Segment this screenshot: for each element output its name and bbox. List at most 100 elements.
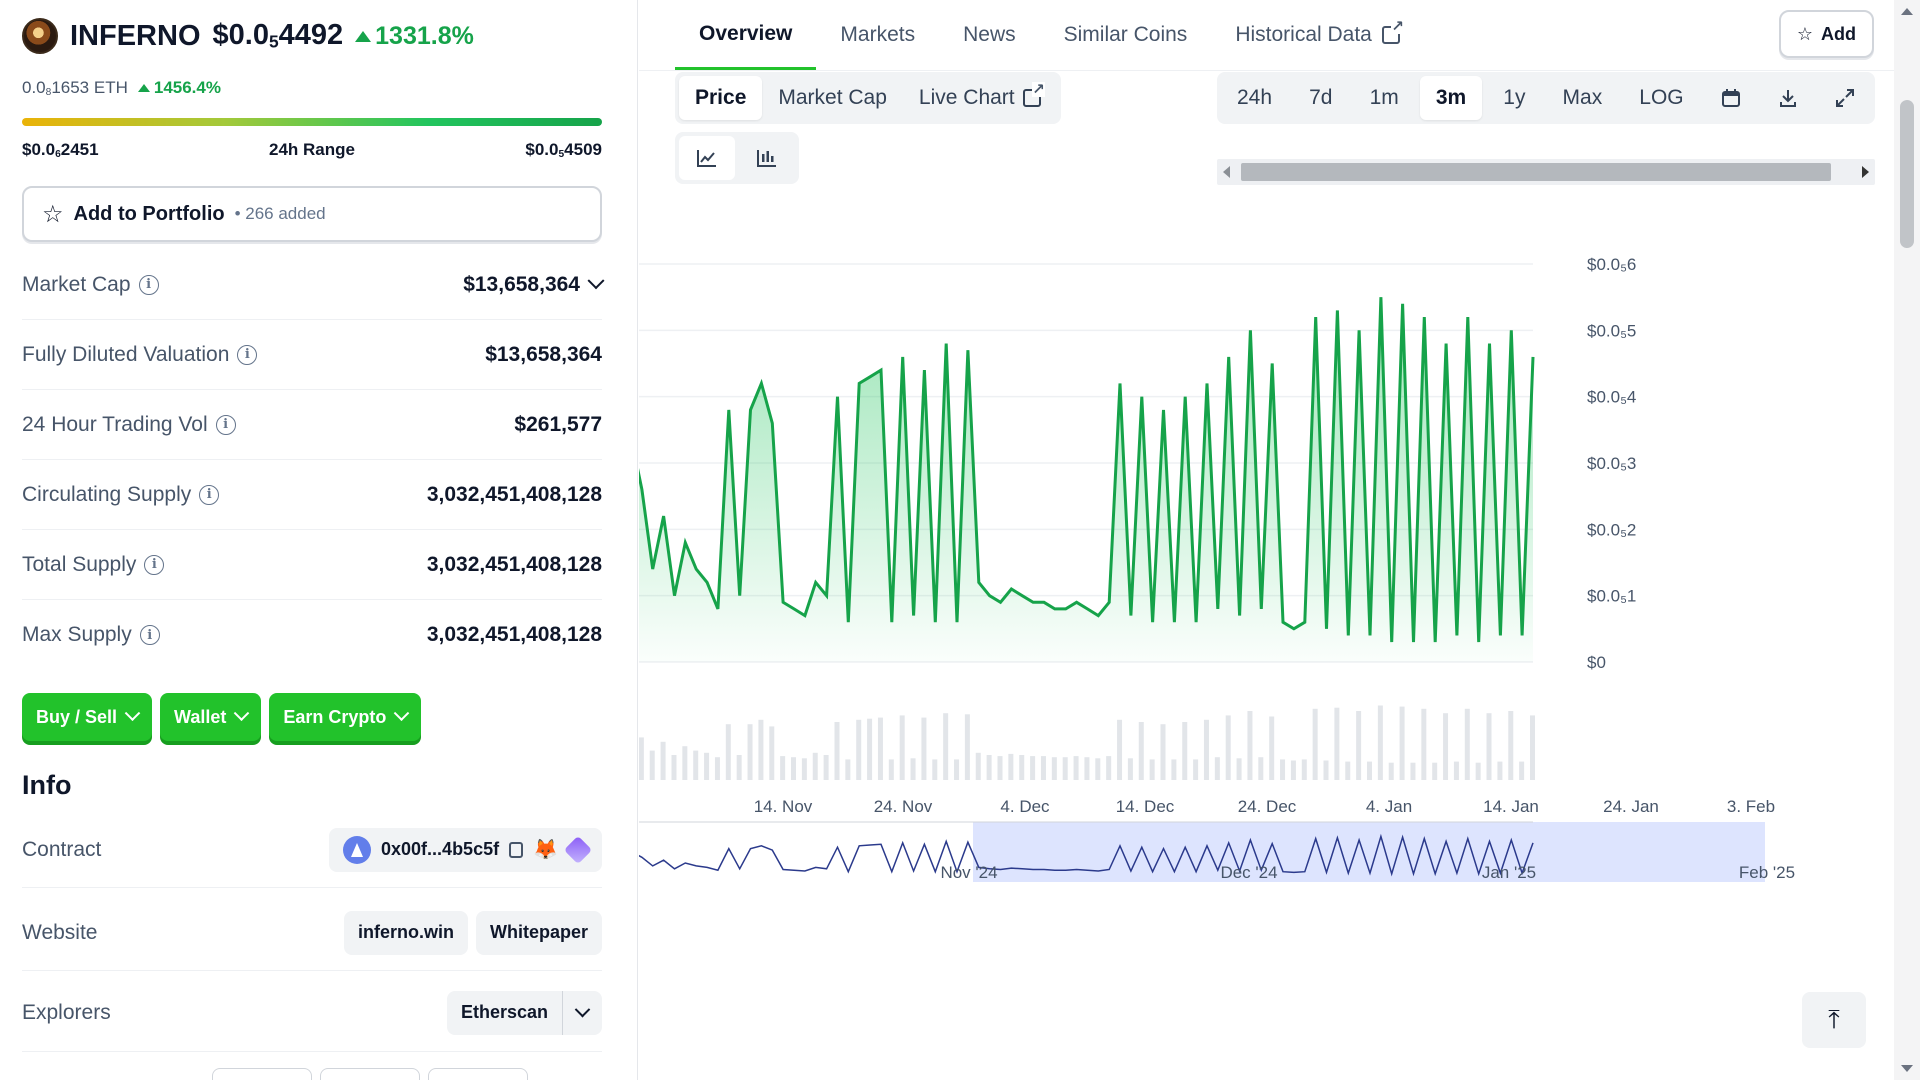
external-link-icon xyxy=(1381,19,1404,44)
volume-bar xyxy=(1149,759,1155,780)
navigator-selection[interactable] xyxy=(973,822,1765,882)
scroll-to-top-button[interactable]: ⤒ xyxy=(1802,992,1866,1048)
volume-bar xyxy=(1399,706,1405,780)
chevron-down-icon xyxy=(574,1001,591,1018)
volume-bar xyxy=(1443,713,1449,780)
volume-bar xyxy=(693,750,699,780)
volume-bar xyxy=(1225,715,1231,780)
volume-bar xyxy=(1008,753,1014,780)
volume-bar xyxy=(856,719,862,780)
explorer-dropdown-button[interactable] xyxy=(563,991,602,1035)
copy-icon[interactable] xyxy=(509,841,524,858)
add-watchlist-button[interactable]: ☆ Add xyxy=(1778,10,1874,58)
website-link[interactable]: inferno.win xyxy=(343,910,468,955)
gem-icon[interactable] xyxy=(563,835,593,864)
info-icon[interactable]: i xyxy=(237,344,258,365)
chart-scrollbar[interactable] xyxy=(1217,159,1875,185)
add-to-portfolio-button[interactable]: ☆ Add to Portfolio • 266 added xyxy=(22,186,602,242)
range-max[interactable]: Max xyxy=(1562,86,1603,109)
range-7d[interactable]: 7d xyxy=(1309,86,1333,109)
volume-bar xyxy=(1497,761,1503,780)
stat-row-market-cap: Market Cap i $13,658,364 xyxy=(22,250,605,320)
calendar-button[interactable] xyxy=(1705,76,1757,120)
volume-bar xyxy=(1453,761,1459,780)
volume-bar xyxy=(888,759,894,780)
scroll-right-icon[interactable] xyxy=(1862,166,1869,178)
scroll-left-icon[interactable] xyxy=(1223,166,1230,178)
chevron-down-icon xyxy=(124,704,141,721)
volume-bar xyxy=(1247,711,1253,780)
scroll-up-icon[interactable] xyxy=(1901,8,1913,15)
info-icon[interactable]: i xyxy=(139,625,160,645)
whitepaper-link[interactable]: Whitepaper xyxy=(475,910,602,955)
line-chart-button[interactable] xyxy=(679,136,735,180)
tab-similar-coins[interactable]: Similar Coins xyxy=(1063,23,1188,46)
eth-price: 0.081653 ETH xyxy=(22,78,128,99)
y-tick-label: $0.0₅1 xyxy=(1587,587,1636,606)
earn-crypto-button[interactable]: Earn Crypto xyxy=(269,693,422,741)
up-triangle-icon xyxy=(355,30,372,42)
info-icon[interactable]: i xyxy=(138,274,159,295)
range-label: 24h Range xyxy=(269,140,355,159)
download-button[interactable] xyxy=(1762,76,1814,120)
info-icon[interactable]: i xyxy=(144,554,165,575)
page-scroll-thumb[interactable] xyxy=(1900,100,1914,248)
volume-bar xyxy=(1214,757,1220,780)
y-tick-label: $0.0₅2 xyxy=(1587,520,1636,539)
buy-sell-button[interactable]: Buy / Sell xyxy=(22,693,153,741)
stat-value[interactable]: $13,658,364 xyxy=(463,271,605,297)
price-area xyxy=(639,297,1533,662)
stats-list: Market Cap i $13,658,364 Fully Diluted Va… xyxy=(22,250,605,670)
volume-bar xyxy=(1160,724,1166,780)
tab-price[interactable]: Price xyxy=(679,76,763,120)
website-row: Website inferno.win Whitepaper xyxy=(22,895,602,971)
metamask-icon[interactable]: 🦊 xyxy=(533,839,558,861)
y-axis-labels: $0.0₅6 $0.0₅5 $0.0₅4 $0.0₅3 $0.0₅2 $0.0₅1 $0 xyxy=(1587,255,1636,672)
coin-header: INFERNO $0.054492 1331.8% xyxy=(22,16,474,56)
volume-bar xyxy=(1258,757,1264,780)
main-tabs: Overview Markets News Similar Coins Hist… xyxy=(675,0,1424,70)
tab-market-cap[interactable]: Market Cap xyxy=(778,86,887,109)
log-toggle[interactable]: LOG xyxy=(1639,86,1684,109)
volume-bar xyxy=(975,752,981,780)
volume-bar xyxy=(801,758,807,780)
stat-row-volume: 24 Hour Trading Vol i $261,577 xyxy=(22,390,602,460)
x-tick-label: 4. Dec xyxy=(1000,797,1050,816)
tab-historical-data[interactable]: Historical Data xyxy=(1211,0,1424,70)
candlestick-button[interactable] xyxy=(739,136,795,180)
contract-address[interactable]: 0x00f...4b5c5f xyxy=(381,839,500,859)
chart-scroll-thumb[interactable] xyxy=(1241,163,1831,181)
volume-bar xyxy=(1432,762,1438,780)
chart-navigator[interactable]: Nov '24 Dec '24 Jan '25 Feb '25 xyxy=(639,821,1795,882)
tab-live-chart[interactable]: Live Chart xyxy=(903,76,1057,120)
range-1y[interactable]: 1y xyxy=(1503,86,1526,109)
range-3m[interactable]: 3m xyxy=(1419,76,1483,120)
volume-bar xyxy=(769,726,775,780)
volume-bar xyxy=(823,755,829,780)
coin-price: $0.054492 xyxy=(212,19,344,52)
price-change: 1331.8% xyxy=(355,22,474,51)
etherscan-link[interactable]: Etherscan xyxy=(460,1002,548,1022)
ethereum-icon xyxy=(343,835,372,864)
volume-bar xyxy=(1030,756,1036,780)
stat-label: Fully Diluted Valuation xyxy=(22,342,230,366)
scroll-down-icon[interactable] xyxy=(1901,1065,1913,1072)
info-icon[interactable]: i xyxy=(215,414,236,435)
range-1m[interactable]: 1m xyxy=(1369,86,1399,109)
wallet-button[interactable]: Wallet xyxy=(160,693,262,741)
page-scrollbar[interactable] xyxy=(1894,0,1920,1080)
calendar-icon xyxy=(1721,89,1740,107)
info-icon[interactable]: i xyxy=(199,484,220,505)
tab-news[interactable]: News xyxy=(963,23,1016,46)
stat-value: $261,577 xyxy=(514,412,602,436)
star-icon: ☆ xyxy=(1796,23,1813,44)
fullscreen-button[interactable] xyxy=(1819,76,1871,120)
line-chart-icon xyxy=(697,150,716,167)
range-24h[interactable]: 24h xyxy=(1237,86,1273,109)
price-chart[interactable]: $0.0₅6 $0.0₅5 $0.0₅4 $0.0₅3 $0.0₅2 $0.0₅1 $0 1… xyxy=(639,190,1879,1080)
coin-sidebar: INFERNO $0.054492 1331.8% 0.081653 ETH 1… xyxy=(0,0,638,1080)
stat-value: 3,032,451,408,128 xyxy=(426,623,602,646)
tab-overview[interactable]: Overview xyxy=(675,0,817,70)
stat-row-max-supply: Max Supply i 3,032,451,408,128 xyxy=(22,600,602,670)
tab-markets[interactable]: Markets xyxy=(840,23,916,46)
